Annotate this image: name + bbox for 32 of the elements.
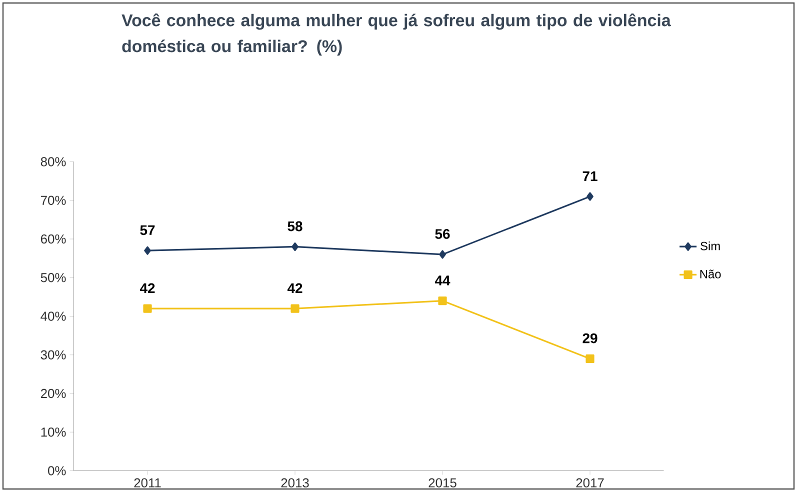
point — [143, 304, 152, 313]
point — [290, 304, 300, 313]
x-tick-label: 2013 — [281, 478, 309, 488]
point — [586, 354, 594, 364]
data-label: 29 — [582, 333, 598, 344]
y-tick-label: 50% — [40, 273, 66, 282]
legend-label: Não — [700, 270, 721, 278]
point — [438, 296, 447, 306]
x-tick-label: 2015 — [428, 478, 456, 488]
y-tick-label: 20% — [40, 388, 66, 398]
y-tick-label: 40% — [40, 312, 66, 321]
y-tick-label: 70% — [40, 196, 66, 205]
x-tick-label: 2011 — [134, 478, 161, 488]
x-tick-label: 2017 — [576, 478, 604, 488]
point — [586, 192, 594, 201]
point — [439, 250, 446, 259]
y-tick-label: 30% — [40, 350, 66, 360]
y-tick-label: 0% — [48, 466, 66, 476]
data-label: 44 — [434, 276, 450, 286]
y-tick-label: 80% — [40, 157, 66, 166]
y-tick-label: 60% — [40, 234, 66, 244]
data-label: 56 — [435, 229, 450, 239]
point — [292, 242, 298, 252]
chart-title: Você conhece alguma mulher que já sofreu algum tipo de violência doméstica ou familiar? (%) — [122, 14, 671, 56]
data-label: 42 — [140, 283, 155, 293]
data-label: 42 — [287, 283, 302, 293]
y-tick-label: 10% — [41, 428, 66, 437]
data-label: 71 — [582, 171, 598, 181]
legend-label: Sim — [700, 242, 720, 250]
data-label: 58 — [288, 221, 302, 232]
data-label: 57 — [140, 225, 155, 236]
point — [144, 246, 151, 255]
